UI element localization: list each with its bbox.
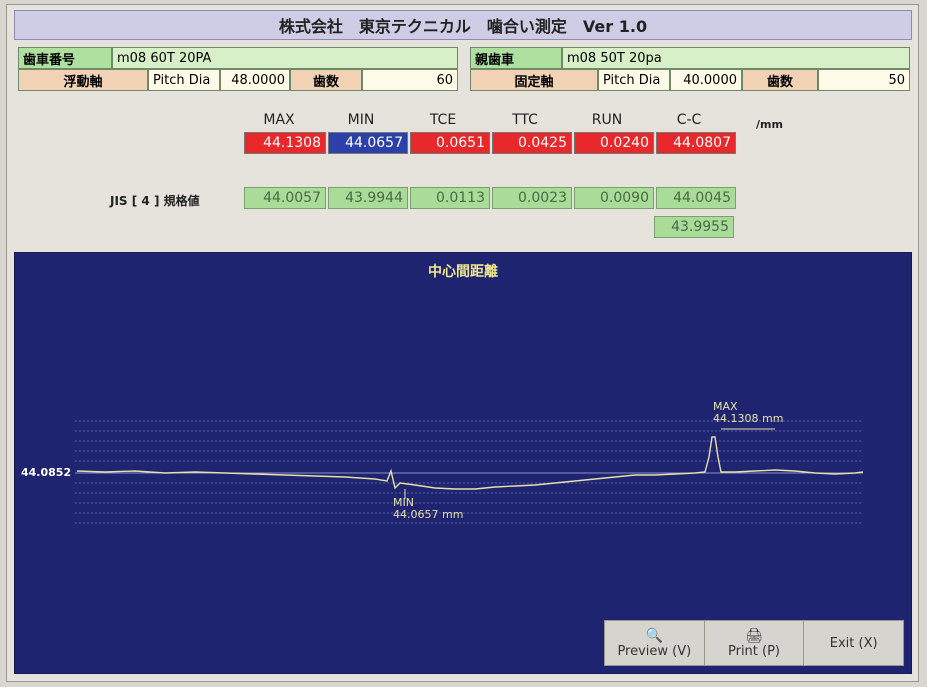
spec-min: 43.9944	[328, 187, 408, 209]
spec-cc-upper: 44.0045	[656, 187, 736, 209]
fixed-teeth-label: 歯数	[742, 69, 818, 91]
min-annotation-label: MIN	[393, 496, 414, 509]
header-tce: TCE	[429, 112, 457, 128]
spec-run: 0.0090	[574, 187, 654, 209]
measured-cc: 44.0807	[656, 132, 736, 154]
result-headers: MAX MIN TCE TTC RUN C-C	[242, 112, 726, 128]
fixed-axis-label: 固定軸	[470, 69, 598, 91]
measured-max: 44.1308	[244, 132, 326, 154]
measured-row: 44.1308 44.0657 0.0651 0.0425 0.0240 44.…	[244, 132, 736, 154]
fixed-gear-panel: 親歯車 m08 50T 20pa 固定軸 Pitch Dia 40.0000 歯…	[470, 47, 910, 91]
gear-number-label: 歯車番号	[18, 47, 112, 69]
print-button-label: Print (P)	[727, 643, 781, 659]
action-button-bar: 🔍 Preview (V) 🖨 Print (P) Exit (X)	[604, 620, 904, 666]
min-annotation: MIN 44.0657 mm	[393, 497, 463, 521]
spec-ttc: 0.0023	[492, 187, 572, 209]
title-text: 株式会社 東京テクニカル 噛合い測定 Ver 1.0	[278, 17, 648, 36]
exit-button[interactable]: Exit (X)	[804, 621, 903, 665]
header-run: RUN	[591, 112, 623, 128]
measured-run: 0.0240	[574, 132, 654, 154]
preview-button-label: Preview (V)	[617, 643, 692, 659]
printer-icon: 🖨	[745, 627, 763, 644]
teeth-value: 60	[362, 69, 458, 91]
pitch-dia-label: Pitch Dia	[148, 69, 220, 91]
fixed-pitch-dia-value: 40.0000	[670, 69, 742, 91]
measured-min: 44.0657	[328, 132, 408, 154]
window-title: 株式会社 東京テクニカル 噛合い測定 Ver 1.0	[14, 10, 912, 40]
max-annotation-value: 44.1308 mm	[713, 412, 784, 425]
floating-gear-panel: 歯車番号 m08 60T 20PA 浮動軸 Pitch Dia 48.0000 …	[18, 47, 458, 91]
exit-button-label: Exit (X)	[829, 635, 878, 651]
center-value-label: 44.0852	[21, 466, 72, 479]
max-annotation: MAX 44.1308 mm	[713, 401, 783, 425]
center-distance-chart: 中心間距離 44.0852 MAX 44.1308 mm MIN 44.0657…	[14, 252, 912, 674]
pitch-dia-value: 48.0000	[220, 69, 290, 91]
max-annotation-label: MAX	[713, 400, 738, 413]
fixed-pitch-dia-label: Pitch Dia	[598, 69, 670, 91]
spec-tce: 0.0113	[410, 187, 490, 209]
print-button[interactable]: 🖨 Print (P)	[705, 621, 805, 665]
header-cc: C-C	[676, 112, 702, 128]
header-max: MAX	[263, 112, 295, 128]
min-annotation-value: 44.0657 mm	[393, 508, 464, 521]
header-min: MIN	[347, 112, 375, 128]
measured-tce: 0.0651	[410, 132, 490, 154]
preview-icon: 🔍	[645, 627, 664, 644]
floating-axis-label: 浮動軸	[18, 69, 148, 91]
spec-row: 44.0057 43.9944 0.0113 0.0023 0.0090 44.…	[244, 187, 736, 209]
teeth-label: 歯数	[290, 69, 362, 91]
preview-button[interactable]: 🔍 Preview (V)	[605, 621, 705, 665]
chart-gridlines	[75, 420, 863, 524]
gear-number-value: m08 60T 20PA	[112, 47, 458, 69]
chart-trace	[76, 436, 864, 490]
spec-max: 44.0057	[244, 187, 326, 209]
header-ttc: TTC	[512, 112, 538, 128]
chart-title: 中心間距離	[428, 264, 498, 280]
fixed-teeth-value: 50	[818, 69, 910, 91]
chart-plot	[75, 420, 864, 524]
master-gear-label: 親歯車	[470, 47, 562, 69]
spec-label: JIS [ 4 ] 規格値	[110, 194, 200, 208]
spec-cc-lower: 43.9955	[654, 216, 734, 238]
measured-ttc: 0.0425	[492, 132, 572, 154]
unit-label: /mm	[756, 118, 783, 131]
master-gear-value: m08 50T 20pa	[562, 47, 910, 69]
